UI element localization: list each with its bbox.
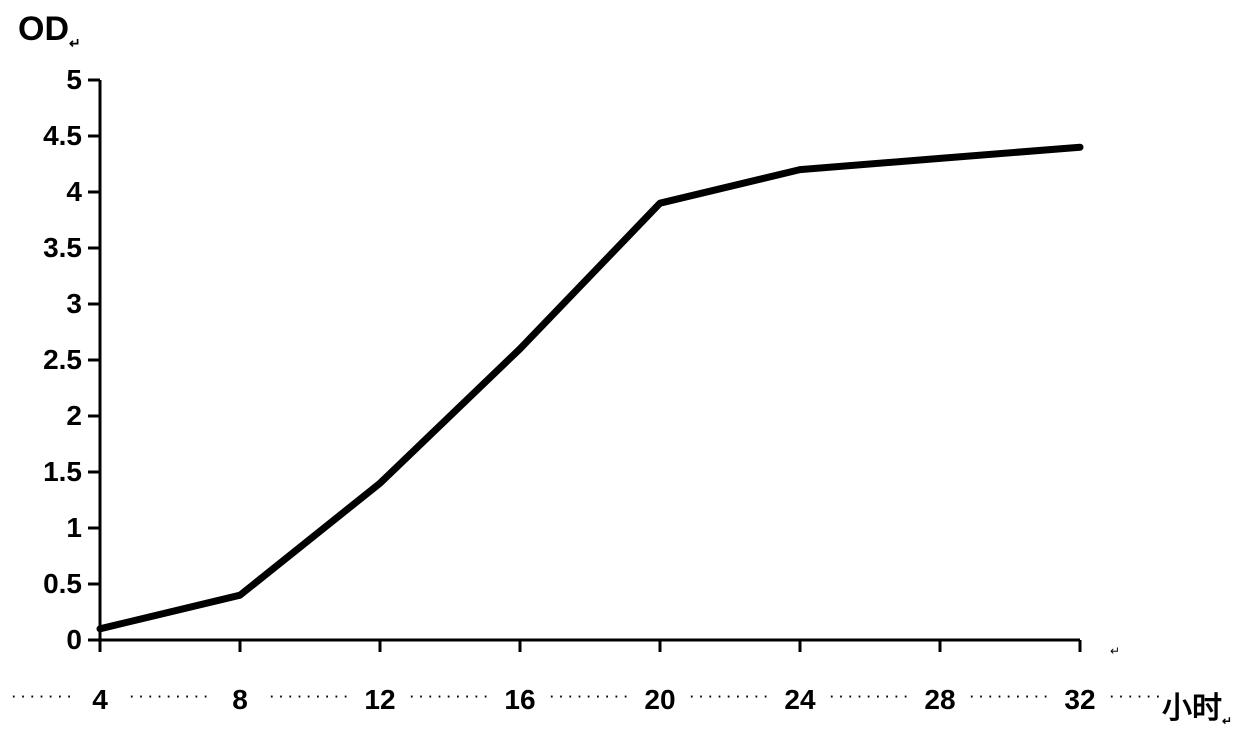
y-tick-label: 2.5 (43, 344, 82, 376)
x-dot-separator: ·············· (690, 690, 770, 704)
y-tick-label: 3.5 (43, 232, 82, 264)
y-axis-title: OD↵ (18, 10, 81, 52)
line-chart-svg (0, 0, 1240, 737)
x-tick-label: 28 (910, 684, 970, 716)
x-tick-label: 24 (770, 684, 830, 716)
x-axis-title-symbol: ↵ (1222, 714, 1232, 728)
x-tick-label: 32 (1050, 684, 1110, 716)
x-dot-separator: ·············· (830, 690, 910, 704)
x-dot-separator: ·········· (12, 690, 70, 704)
x-tick-label: 16 (490, 684, 550, 716)
x-dot-separator: ·············· (410, 690, 490, 704)
x-tick-label: 20 (630, 684, 690, 716)
y-axis-title-symbol: ↵ (69, 35, 81, 51)
x-dot-separator: ·············· (270, 690, 350, 704)
y-tick-label: 3 (66, 288, 82, 320)
y-tick-label: 1 (66, 512, 82, 544)
x-axis-title-text: 小时 (1162, 692, 1222, 725)
y-tick-label: 5 (66, 64, 82, 96)
y-tick-label: 4 (66, 176, 82, 208)
x-dot-separator: ·············· (550, 690, 630, 704)
y-axis-title-text: OD (18, 10, 69, 48)
x-tick-label: 4 (70, 684, 130, 716)
y-tick-label: 1.5 (43, 456, 82, 488)
x-axis-title: 小时↵ (1162, 683, 1232, 728)
x-axis-right-symbol: ↵ (1110, 644, 1120, 658)
y-tick-label: 2 (66, 400, 82, 432)
x-tick-label: 12 (350, 684, 410, 716)
y-tick-label: 0 (66, 624, 82, 656)
x-dot-separator: ·············· (130, 690, 210, 704)
chart-container: OD↵ 00.511.522.533.544.55 48121620242832… (0, 0, 1240, 737)
y-tick-label: 0.5 (43, 568, 82, 600)
y-tick-label: 4.5 (43, 120, 82, 152)
x-dot-separator: ·············· (970, 690, 1050, 704)
x-tick-label: 8 (210, 684, 270, 716)
x-dot-separator: ········· (1110, 690, 1160, 704)
